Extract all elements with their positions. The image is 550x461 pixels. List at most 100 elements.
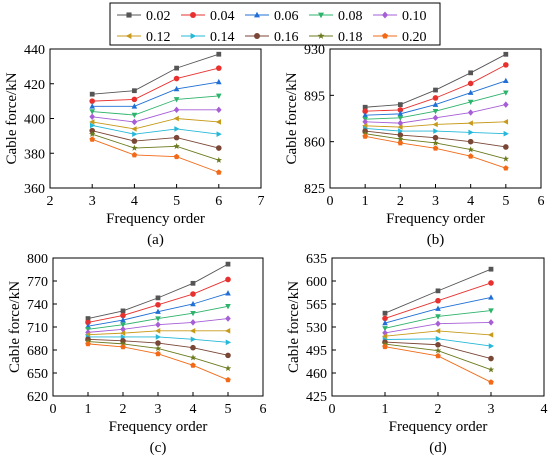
data-point: [89, 103, 95, 109]
data-point: [503, 130, 509, 137]
legend-marker: [382, 32, 388, 39]
data-point: [189, 328, 196, 334]
data-point: [173, 85, 180, 92]
series-0.18: [89, 130, 222, 163]
x-tick-label: 6: [215, 194, 222, 209]
y-tick-label: 440: [24, 43, 45, 58]
data-point: [503, 165, 509, 171]
series-0.06: [85, 290, 231, 329]
data-point: [435, 341, 441, 348]
x-tick-label: 0: [329, 402, 336, 417]
series-line: [92, 125, 219, 135]
data-point: [434, 347, 442, 354]
data-point: [155, 350, 161, 357]
data-point: [120, 343, 126, 350]
data-point: [467, 109, 474, 116]
panel-label: (c): [150, 440, 167, 456]
data-point: [488, 266, 494, 272]
data-point: [432, 121, 438, 128]
data-point: [502, 119, 509, 125]
data-point: [225, 261, 231, 267]
y-axis-label: Cable force/kN: [4, 72, 20, 164]
series-0.06: [362, 77, 509, 118]
data-point: [190, 291, 196, 297]
data-point: [503, 51, 509, 57]
y-tick-label: 895: [304, 89, 325, 104]
series-0.02: [89, 51, 222, 97]
data-point: [225, 315, 231, 322]
data-point: [397, 132, 404, 138]
series-0.04: [85, 276, 231, 326]
data-point: [433, 87, 438, 93]
data-point: [362, 108, 368, 115]
legend-marker: [190, 12, 196, 18]
data-point: [190, 362, 196, 368]
data-point: [190, 319, 196, 326]
series-0.18: [361, 130, 510, 162]
data-point: [382, 315, 388, 322]
data-point: [467, 146, 474, 153]
data-point: [488, 319, 494, 326]
data-point: [225, 352, 231, 359]
plot-frame: [331, 257, 545, 397]
data-point: [224, 328, 231, 334]
series-0.02: [85, 261, 231, 321]
y-tick-label: 420: [24, 78, 45, 93]
data-point: [467, 99, 474, 106]
data-point: [225, 276, 231, 283]
y-tick-label: 860: [304, 136, 325, 151]
data-point: [225, 376, 231, 383]
x-tick-label: 0: [50, 402, 57, 417]
data-point: [120, 308, 126, 314]
series-0.06: [89, 78, 222, 109]
series-0.12: [362, 119, 509, 130]
data-point: [190, 310, 196, 317]
data-point: [397, 119, 404, 127]
data-point: [89, 130, 96, 137]
data-point: [432, 101, 439, 107]
data-point: [155, 316, 161, 322]
series-0.16: [362, 128, 509, 150]
data-point: [503, 101, 509, 108]
data-point: [132, 131, 138, 137]
series-0.20: [89, 136, 222, 175]
legend-label: 0.10: [402, 9, 427, 24]
data-point: [190, 336, 197, 343]
data-point: [190, 300, 196, 307]
series-0.20: [85, 340, 231, 383]
legend-label: 0.20: [402, 30, 427, 45]
data-point: [381, 333, 388, 339]
series-line: [92, 133, 219, 161]
data-point: [173, 142, 180, 150]
chart-panel: 0 1 2 3 4 425 460 495 530 565 600 635 Frequency orde…: [286, 252, 548, 456]
data-point: [85, 319, 91, 326]
data-point: [468, 70, 474, 76]
data-point: [225, 339, 232, 346]
y-tick-label: 400: [24, 113, 45, 128]
x-tick-label: 3: [155, 402, 162, 417]
x-tick-label: 3: [89, 194, 96, 209]
x-axis-label: Frequency order: [106, 211, 205, 227]
legend-label: 0.02: [146, 9, 171, 24]
data-point: [488, 308, 494, 314]
data-point: [216, 131, 222, 137]
x-tick-label: 4: [541, 402, 548, 417]
y-tick-label: 620: [27, 390, 48, 405]
y-axis-label: Cable force/kN: [286, 281, 302, 373]
chart-panel: 0 1 2 3 4 5 6 825 860 895 930 Frequency order Cable …: [284, 43, 545, 248]
data-point: [382, 326, 388, 332]
data-point: [85, 329, 91, 336]
data-point: [216, 169, 222, 175]
legend-label: 0.14: [210, 30, 235, 45]
x-tick-label: 3: [488, 402, 495, 417]
data-point: [435, 314, 441, 320]
data-point: [155, 334, 162, 340]
y-tick-label: 740: [27, 298, 48, 313]
y-axis-label: Cable force/kN: [284, 72, 300, 164]
panel-label: (a): [147, 232, 164, 248]
data-point: [397, 124, 403, 130]
x-tick-label: 4: [190, 402, 197, 417]
x-tick-label: 5: [225, 402, 232, 417]
x-tick-label: 1: [85, 402, 92, 417]
data-point: [503, 77, 509, 84]
